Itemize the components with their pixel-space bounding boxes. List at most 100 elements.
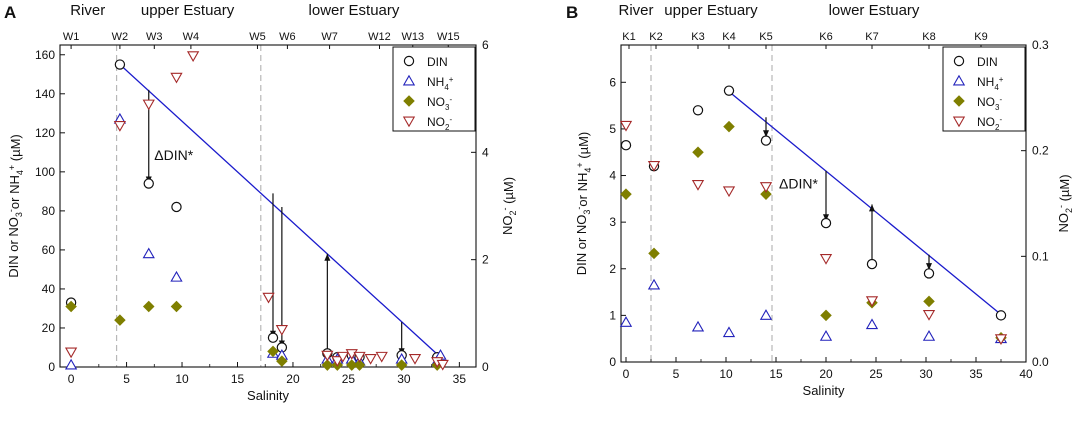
y-tick-label: 2 [609,262,616,276]
legend-label: NO3- [427,95,452,112]
station-label: K6 [819,31,832,43]
station-label: W15 [437,31,460,43]
arrow-head [869,204,875,212]
data-point-no2 [336,351,350,363]
data-point-no2 [262,292,275,304]
data-point-no3 [620,188,632,200]
data-point-din [723,85,735,96]
y-tick-label: 6 [609,75,616,89]
legend-marker [953,95,965,107]
arrow-head [324,253,331,261]
y2-tick-label: 0.0 [1032,355,1049,369]
y2-tick-label: 2 [482,253,489,267]
y-tick-label: 20 [42,321,56,335]
data-point-no2 [691,180,705,191]
region-label: River [70,2,105,19]
x-tick-label: 40 [1019,367,1033,381]
legend-label: NO2- [977,115,1002,132]
y2-tick-label: 0.2 [1032,144,1049,158]
arrow-head [823,214,829,222]
y-tick-label: 140 [35,87,55,101]
data-point-no2 [375,351,388,363]
legend-label: DIN [977,55,998,69]
data-point-no3 [923,295,935,308]
data-point-no2 [186,51,200,63]
data-point-nh4 [691,320,705,332]
station-label: W2 [112,31,129,43]
legend-marker [953,55,965,67]
data-point-nh4 [865,318,879,330]
station-label: K5 [759,31,772,43]
y-tick-label: 0 [48,360,55,374]
x-axis-label: Salinity [247,388,289,403]
delta-din-annotation: ΔDIN* [154,147,193,163]
data-point-din [820,217,832,229]
data-point-no2 [113,121,127,132]
data-point-no2 [331,356,344,367]
legend-label: NO2- [427,115,452,132]
x-tick-label: 0 [623,367,630,381]
data-point-no3 [321,359,334,371]
data-point-din [866,258,878,270]
x-tick-label: 35 [453,372,467,386]
x-tick-label: 30 [397,372,411,386]
data-point-no2 [170,72,183,84]
y2-axis-label: NO2- (µM) [500,177,518,235]
y2-axis-label: NO2- (µM) [1056,174,1074,232]
data-point-no3 [760,188,772,200]
y2-tick-label: 6 [482,38,489,52]
region-label: upper Estuary [141,2,235,19]
data-point-no2 [759,182,773,193]
data-point-no3 [345,359,358,371]
data-point-nh4 [142,247,155,259]
station-label: K9 [974,31,987,43]
mixing-line [119,64,441,358]
station-label: W12 [368,31,391,43]
data-point-no3 [267,345,279,358]
y-tick-label: 120 [35,126,55,140]
panel-letter: B [566,3,578,22]
region-label: River [618,2,653,19]
data-point-no2 [819,253,833,265]
legend-label: NO3- [977,95,1002,112]
data-point-no3 [142,300,155,313]
legend-marker [402,74,416,86]
y2-tick-label: 0.3 [1032,38,1049,52]
legend-marker [403,55,415,67]
station-label: K8 [922,31,935,43]
x-tick-label: 10 [719,367,733,381]
station-label: W1 [63,31,80,43]
station-label: W7 [321,31,338,43]
arrow-head [926,263,932,271]
y-tick-label: 1 [609,308,616,322]
station-label: W6 [279,31,296,43]
x-tick-label: 30 [919,367,933,381]
data-point-no3 [353,359,366,371]
data-point-din [995,310,1007,321]
station-label: K1 [622,31,635,43]
station-label: W3 [146,31,163,43]
station-label: K2 [649,31,662,43]
data-point-no2 [364,353,377,365]
x-tick-label: 25 [869,367,883,381]
legend: DIN NH4+ NO3- NO2- [392,46,476,132]
data-point-no2 [353,351,366,363]
region-label: lower Estuary [829,2,920,19]
data-point-din [923,268,935,279]
data-point-no3 [114,314,126,326]
legend-label: NH4+ [977,75,1004,92]
data-point-no3 [692,146,704,158]
legend-label: DIN [427,55,448,69]
y-tick-label: 80 [42,204,56,218]
y-tick-label: 40 [42,282,56,296]
region-label: lower Estuary [309,2,400,19]
station-label: W5 [249,31,266,43]
data-point-nh4 [619,316,633,327]
data-point-no2 [722,186,736,198]
data-point-din [692,105,704,116]
station-label: K7 [865,31,878,43]
data-point-din [267,332,279,343]
data-point-nh4 [819,330,833,341]
plot-frame [620,44,1027,363]
